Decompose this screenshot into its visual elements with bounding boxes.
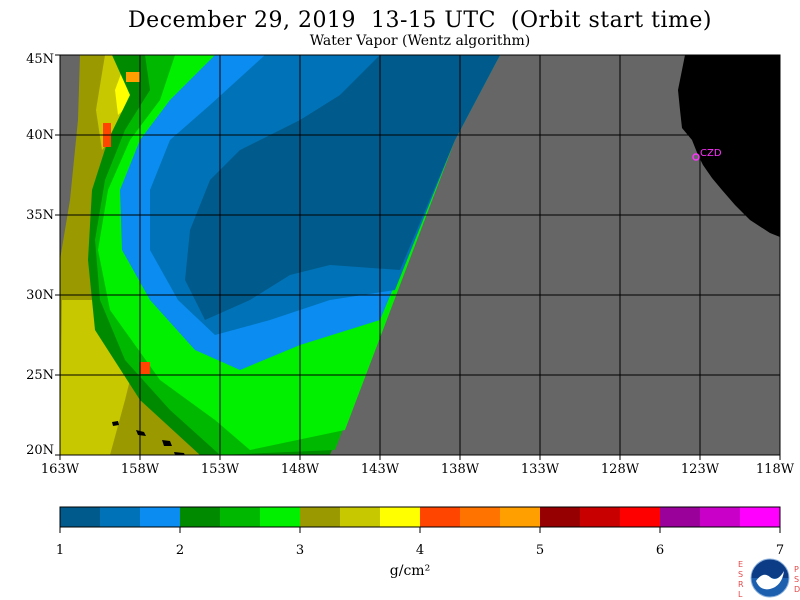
lon-label: 163W bbox=[40, 462, 80, 477]
station-circle-icon bbox=[692, 153, 700, 161]
station-marker-czd: CZD bbox=[692, 148, 722, 161]
colorbar-cell bbox=[740, 507, 781, 527]
colorbar-cell bbox=[180, 507, 221, 527]
colorbar-tick-label: 3 bbox=[295, 543, 305, 558]
swath-orange-speck bbox=[126, 72, 140, 82]
lon-label: 153W bbox=[200, 462, 240, 477]
map-title: December 29, 2019 13-15 UTC (Orbit start… bbox=[128, 8, 712, 33]
hawaii-island bbox=[174, 452, 185, 455]
hawaii-island bbox=[112, 421, 119, 426]
lon-label: 158W bbox=[120, 462, 160, 477]
lat-label: 40N bbox=[26, 128, 54, 143]
lon-label: 118W bbox=[755, 462, 795, 477]
lat-label: 35N bbox=[26, 208, 54, 223]
lat-label: 45N bbox=[26, 52, 54, 67]
colorbar-tick-label: 6 bbox=[655, 543, 665, 558]
colorbar-tick-label: 1 bbox=[55, 543, 65, 558]
lon-label: 138W bbox=[440, 462, 480, 477]
colorbar-cell bbox=[220, 507, 261, 527]
map-frame bbox=[59, 54, 781, 456]
colorbar-units: g/cm² bbox=[389, 563, 431, 579]
hawaii-island bbox=[136, 430, 146, 436]
colorbar-cell bbox=[620, 507, 661, 527]
swath-orange-speck bbox=[140, 362, 150, 374]
swath-darkblue-east bbox=[300, 140, 440, 250]
logo-right-letters: PSD bbox=[794, 565, 800, 594]
colorbar-cell bbox=[260, 507, 301, 527]
lon-label: 143W bbox=[360, 462, 400, 477]
lat-label: 20N bbox=[26, 443, 54, 458]
colorbar-cell bbox=[60, 507, 101, 527]
hawaii-island bbox=[162, 440, 172, 446]
colorbar-tick-label: 7 bbox=[775, 543, 785, 558]
lon-label: 128W bbox=[600, 462, 640, 477]
colorbar-cell bbox=[420, 507, 461, 527]
colorbar-cell bbox=[500, 507, 541, 527]
noaa-logo-icon bbox=[750, 558, 790, 598]
lat-label: 30N bbox=[26, 288, 54, 303]
colorbar-tick-label: 4 bbox=[415, 543, 425, 558]
graticule bbox=[60, 55, 780, 455]
colorbar-cell bbox=[140, 507, 181, 527]
colorbar-cell bbox=[100, 507, 141, 527]
colorbar-cell bbox=[340, 507, 381, 527]
map-subtitle: Water Vapor (Wentz algorithm) bbox=[309, 33, 531, 49]
colorbar-cell bbox=[660, 507, 701, 527]
logo-left-letters: ESRL bbox=[738, 560, 744, 599]
land-california bbox=[678, 55, 780, 237]
noaa-logo: ESRL PSD bbox=[736, 556, 800, 600]
colorbar-tick-label: 2 bbox=[175, 543, 185, 558]
colorbar-cell bbox=[700, 507, 741, 527]
axis-ticks bbox=[55, 54, 781, 460]
lon-label: 133W bbox=[520, 462, 560, 477]
colorbar-cell bbox=[580, 507, 621, 527]
colorbar-cell bbox=[380, 507, 421, 527]
lat-label: 25N bbox=[26, 368, 54, 383]
colorbar-cell bbox=[300, 507, 341, 527]
colorbar-tick-label: 5 bbox=[535, 543, 545, 558]
map-field bbox=[60, 55, 780, 455]
lon-label: 123W bbox=[680, 462, 720, 477]
colorbar-cell bbox=[460, 507, 501, 527]
colorbar-cell bbox=[540, 507, 581, 527]
station-label: CZD bbox=[700, 148, 722, 159]
lon-label: 148W bbox=[280, 462, 320, 477]
